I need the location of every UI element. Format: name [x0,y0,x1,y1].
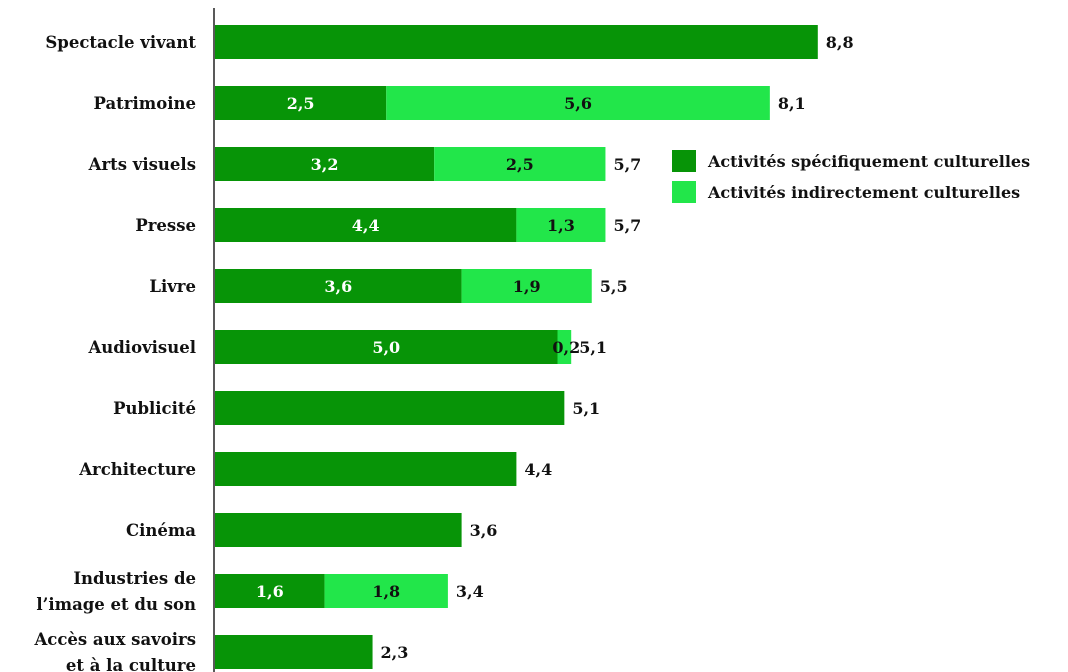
bar-specific [215,330,558,364]
labels-layer: Spectacle vivant 8,8 Patrimoine 2,5 5,6 8,1 Ar… [33,33,853,672]
bar-specific [215,208,517,242]
bar-specific [215,574,325,608]
total-value-label: 5,5 [600,277,628,296]
category-label: l’image et du son [36,595,196,614]
total-value-label: 5,1 [572,399,600,418]
bar-specific [215,25,818,59]
category-label: Publicité [113,399,196,418]
segment-value-label: 1,6 [256,582,284,601]
legend-label: Activités spécifiquement culturelles [707,152,1030,171]
segment-value-label: 4,4 [352,216,380,235]
category-label: Arts visuels [88,155,196,174]
category-label: Cinéma [126,521,196,540]
bar-indirect [461,269,592,303]
category-label: Livre [149,277,196,296]
legend-swatch [672,150,696,172]
legend-swatch [672,181,696,203]
bar-specific [215,513,462,547]
total-value-label: 3,6 [470,521,498,540]
bar-indirect [434,147,606,181]
bars-layer [215,25,818,669]
total-value-label: 8,8 [826,33,854,52]
category-label: et à la culture [66,656,196,672]
segment-value-label: 2,5 [506,155,534,174]
total-value-label: 2,3 [381,643,409,662]
bar-indirect [324,574,448,608]
category-label: Accès aux savoirs [33,630,196,649]
total-value-label: 8,1 [778,94,806,113]
bar-specific [215,635,373,669]
category-label: Architecture [78,460,196,479]
segment-value-label: 2,5 [287,94,315,113]
segment-value-label: 1,8 [372,582,400,601]
category-label: Patrimoine [94,94,196,113]
total-value-label: 5,7 [613,216,641,235]
segment-value-label: 1,3 [547,216,575,235]
segment-value-label: 5,6 [564,94,592,113]
category-label: Presse [135,216,196,235]
segment-value-label: 1,9 [513,277,541,296]
total-value-label: 5,7 [613,155,641,174]
bar-specific [215,86,387,120]
bar-specific [215,147,435,181]
bar-specific [215,391,565,425]
category-label: Spectacle vivant [45,33,196,52]
segment-value-label: 3,2 [311,155,339,174]
segment-value-label: 5,0 [372,338,400,357]
total-value-label: 4,4 [524,460,552,479]
segment-value-label: 0,2 [552,338,580,357]
bar-indirect [516,208,606,242]
bar-specific [215,269,462,303]
legend: Activités spécifiquement culturelles Acti… [672,150,1030,203]
bar-indirect [386,86,770,120]
legend-label: Activités indirectement culturelles [707,183,1020,202]
segment-value-label: 3,6 [324,277,352,296]
bar-indirect [557,330,572,364]
total-value-label: 3,4 [456,582,484,601]
category-label: Audiovisuel [87,338,196,357]
category-label: Industries de [73,569,196,588]
total-value-label: 5,1 [579,338,607,357]
bar-specific [215,452,517,486]
